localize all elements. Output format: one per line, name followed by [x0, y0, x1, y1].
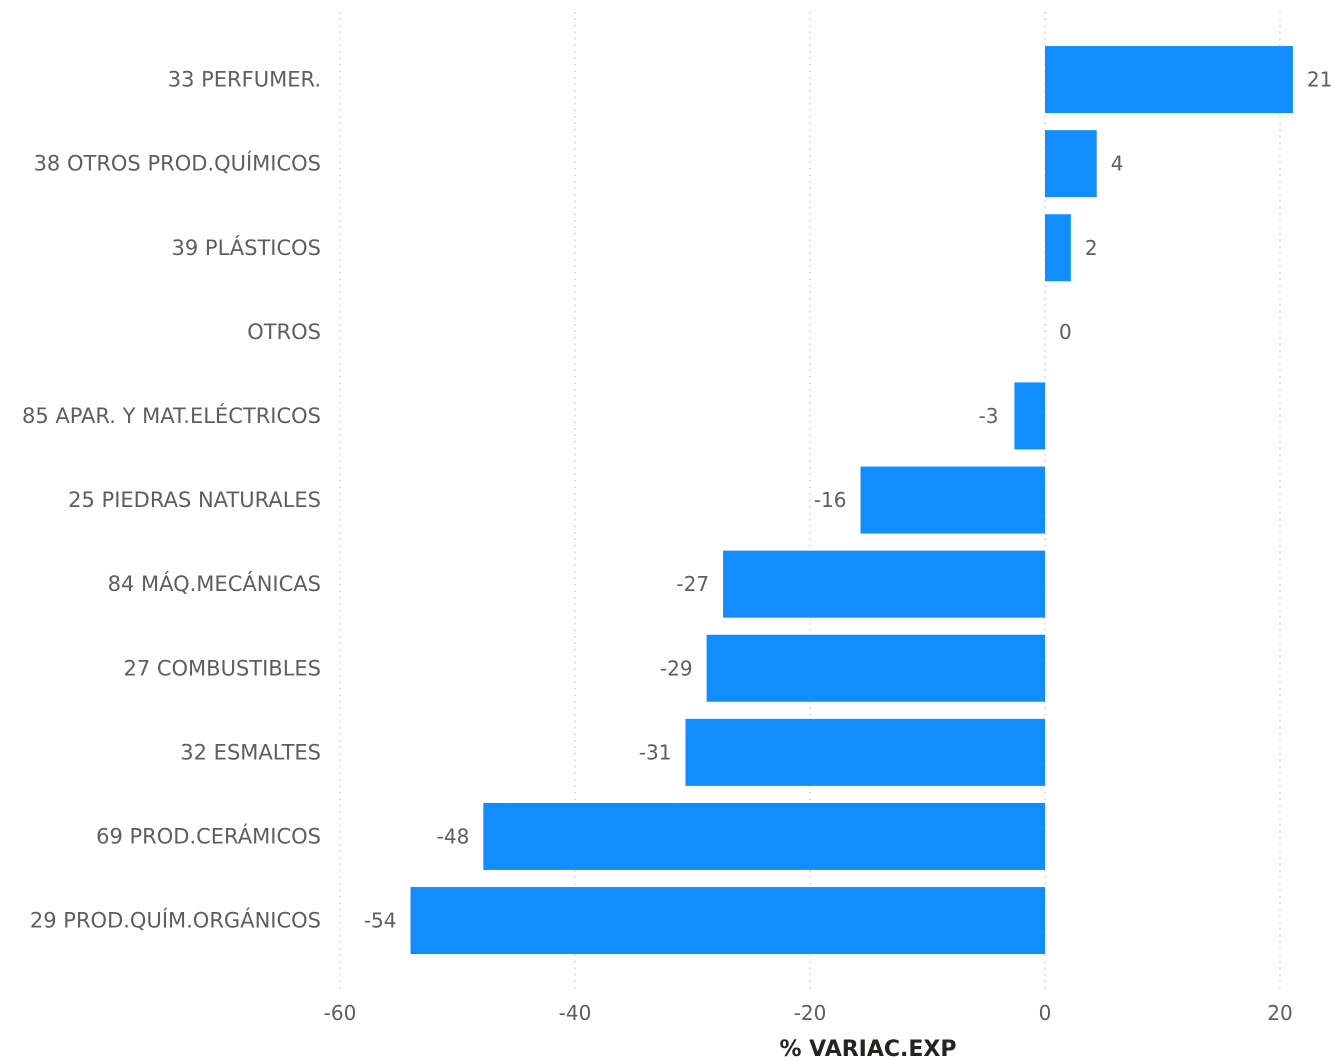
data-label: -48 [437, 824, 470, 848]
category-label: 33 PERFUMER. [168, 68, 321, 92]
category-label: 29 PROD.QUÍM.ORGÁNICOS [30, 908, 321, 933]
category-label: 69 PROD.CERÁMICOS [96, 823, 321, 848]
bar [706, 634, 1045, 702]
bars [410, 46, 1293, 955]
bar [410, 887, 1045, 955]
data-label: -31 [639, 740, 672, 764]
data-label: 21 [1307, 68, 1332, 92]
bar [860, 466, 1045, 534]
x-tick-label: 20 [1267, 1001, 1292, 1025]
category-labels: 33 PERFUMER. 38 OTROS PROD.QUÍMICOS 39 PLÁ… [22, 68, 321, 933]
category-label: OTROS [247, 320, 321, 344]
category-label: 39 PLÁSTICOS [172, 235, 321, 260]
data-label: -16 [814, 488, 847, 512]
data-label: 2 [1085, 236, 1098, 260]
category-label: 84 MÁQ.MECÁNICAS [108, 571, 321, 596]
data-labels: 21 4 2 0 -3 -16 -27 -29 -31 -48 -54 [364, 68, 1333, 933]
category-label: 32 ESMALTES [180, 740, 321, 764]
category-label: 27 COMBUSTIBLES [123, 656, 321, 680]
bar [1045, 130, 1097, 198]
bar [685, 718, 1045, 786]
data-label: -3 [978, 404, 998, 428]
bar [483, 802, 1046, 870]
bar [1045, 46, 1293, 114]
category-label: 38 OTROS PROD.QUÍMICOS [34, 151, 321, 176]
x-tick-label: -20 [794, 1001, 827, 1025]
category-label: 85 APAR. Y MAT.ELÉCTRICOS [22, 403, 321, 428]
data-label: -29 [660, 656, 693, 680]
x-axis-title: % VARIAC.EXP [779, 1037, 956, 1060]
bar [723, 550, 1045, 618]
data-label: 0 [1059, 320, 1072, 344]
bar [1045, 214, 1071, 282]
x-axis-ticks: -60 -40 -20 0 20 [324, 1001, 1293, 1025]
x-tick-label: -60 [324, 1001, 357, 1025]
x-tick-label: -40 [559, 1001, 592, 1025]
data-label: -54 [364, 909, 397, 933]
data-label: 4 [1111, 152, 1124, 176]
category-label: 25 PIEDRAS NATURALES [68, 488, 321, 512]
x-tick-label: 0 [1039, 1001, 1052, 1025]
bar [1014, 382, 1045, 450]
data-label: -27 [676, 572, 709, 596]
